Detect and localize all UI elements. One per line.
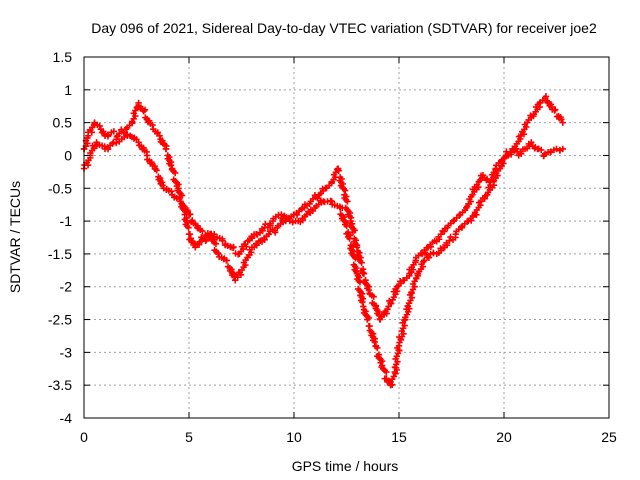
y-tick-label: -3 (60, 344, 73, 360)
x-tick-label: 25 (601, 429, 617, 445)
data-point (477, 198, 485, 205)
data-point-fill (508, 148, 515, 156)
data-point-fill (104, 131, 112, 138)
data-point-fill (314, 195, 321, 202)
data-point-fill (364, 316, 371, 323)
y-tick-label: 0.5 (53, 115, 73, 131)
y-tick-label: -0.5 (48, 180, 72, 196)
data-point-fill (425, 254, 433, 261)
y-tick-label: 0 (64, 147, 72, 163)
data-point-fill (343, 222, 350, 230)
data-point (265, 231, 272, 238)
ticks-layer: 0 5 10 15 20 25 -4 -3.5 -3 -2.5 -2 -1.5 -1 -0.5 0 0.5 1 1… (48, 49, 617, 445)
data-point-fill (172, 169, 179, 177)
data-point-fill (359, 298, 366, 306)
data-point-fill (558, 116, 565, 123)
data-point-fill (153, 167, 160, 174)
data-point-fill (360, 270, 368, 277)
data-point-fill (374, 344, 381, 352)
data-point-fill (352, 255, 359, 262)
x-axis-label: GPS time / hours (292, 458, 399, 474)
data-point-fill (551, 107, 558, 114)
data-point-fill (140, 108, 147, 115)
data-point (185, 231, 193, 238)
data-point-fill (370, 293, 377, 300)
x-tick-label: 5 (185, 429, 193, 445)
x-tick-label: 0 (80, 429, 88, 445)
data-point-fill (538, 146, 545, 154)
data-point-fill (195, 241, 203, 248)
data-point-fill (342, 187, 349, 194)
data-point-fill (335, 167, 342, 174)
y-tick-label: -1.5 (48, 246, 72, 262)
chart-title: Day 096 of 2021, Sidereal Day-to-day VTE… (91, 20, 597, 36)
data-point-fill (358, 259, 365, 266)
series-track-1 (80, 93, 566, 323)
data-point-fill (383, 368, 390, 376)
y-tick-label: -2.5 (48, 312, 72, 328)
data-point (559, 145, 566, 153)
data-point-fill (356, 279, 364, 286)
data-point-fill (184, 207, 191, 214)
data-point-fill (338, 204, 346, 211)
data-points-layer (80, 93, 566, 389)
y-tick-label: -2 (60, 279, 73, 295)
data-point-fill (167, 162, 175, 169)
y-tick-label: -3.5 (48, 377, 72, 393)
data-point (192, 244, 199, 251)
data-point-fill (481, 195, 488, 202)
y-tick-label: -4 (60, 410, 73, 426)
series-track-2 (80, 131, 566, 389)
data-point-fill (413, 274, 420, 282)
data-point (177, 198, 184, 205)
data-point-fill (242, 241, 249, 248)
data-point (559, 119, 566, 126)
y-tick-label: 1.5 (53, 49, 73, 65)
x-tick-label: 15 (391, 429, 407, 445)
data-point-fill (159, 182, 166, 189)
data-point (421, 257, 428, 264)
data-point-fill (223, 257, 230, 264)
x-tick-label: 10 (286, 429, 302, 445)
data-point (553, 145, 560, 153)
data-point-fill (96, 122, 103, 130)
data-point-fill (162, 145, 170, 153)
data-point-fill (371, 338, 378, 346)
data-point (437, 231, 445, 238)
data-point-fill (430, 249, 437, 257)
plot-frame (83, 56, 610, 419)
data-point (528, 139, 535, 146)
data-point-fill (344, 198, 351, 205)
y-axis-label: SDTVAR / TECUs (7, 181, 23, 293)
data-point-fill (556, 146, 563, 154)
data-point-fill (441, 228, 448, 235)
data-point-fill (110, 128, 118, 135)
data-point (156, 132, 163, 139)
data-point-fill (388, 300, 395, 307)
data-point-fill (212, 240, 220, 248)
data-point-fill (185, 224, 192, 231)
data-point-fill (149, 121, 156, 129)
x-tick-label: 20 (496, 429, 512, 445)
data-point-fill (229, 244, 237, 251)
data-point-fill (199, 227, 206, 235)
data-point (219, 237, 226, 244)
y-tick-label: -1 (60, 213, 73, 229)
data-point (446, 237, 453, 244)
data-point-fill (346, 235, 353, 242)
data-point-fill (420, 258, 427, 265)
data-point-fill (187, 211, 194, 218)
y-tick-label: 1 (64, 82, 72, 98)
